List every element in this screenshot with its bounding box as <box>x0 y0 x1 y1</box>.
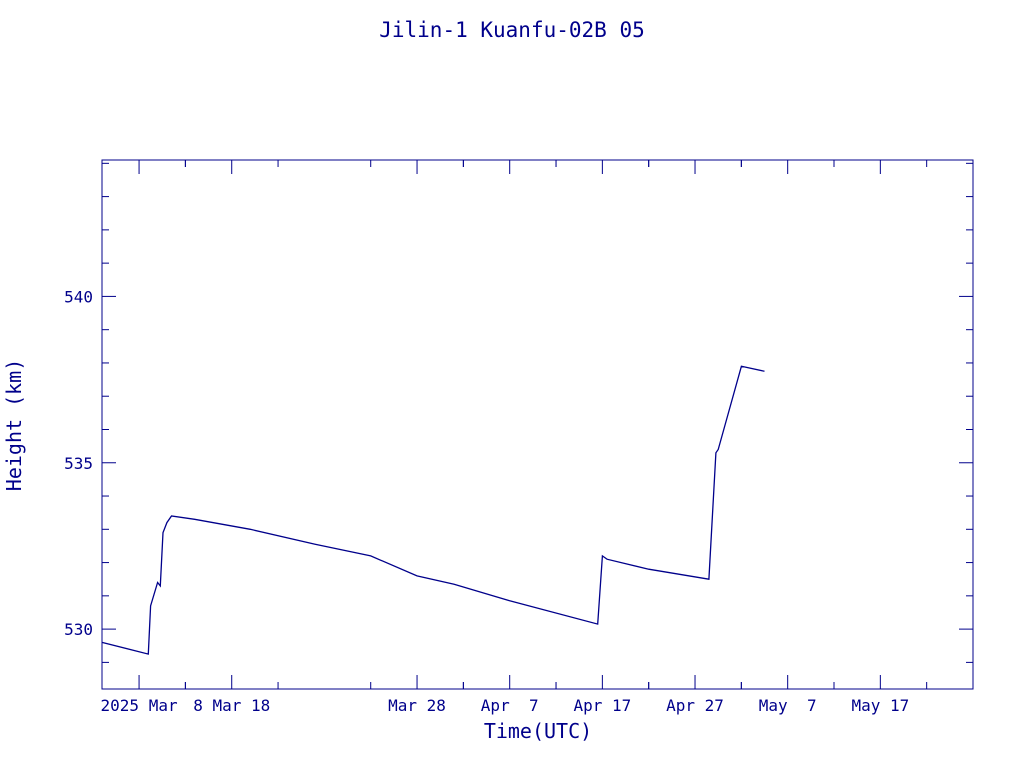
chart-title: Jilin-1 Kuanfu-02B 05 <box>379 18 645 42</box>
y-axis-label: Height (km) <box>2 359 26 491</box>
x-axis-label: Time(UTC) <box>484 719 592 743</box>
y-tick-label: 530 <box>64 620 93 639</box>
x-tick-label: Mar 28 <box>388 696 446 715</box>
x-tick-label: 8 Mar 18 <box>193 696 270 715</box>
x-tick-label: May 17 <box>851 696 909 715</box>
x-tick-label: Apr 7 <box>481 696 539 715</box>
y-tick-label: 540 <box>64 287 93 306</box>
x-tick-label: Apr 17 <box>573 696 631 715</box>
plot-frame <box>101 159 974 690</box>
x-tick-labels: 2025 Mar 8 Mar 18 Mar 28 Apr 7 Apr 17 Apr 27 M… <box>101 696 910 715</box>
y-tick-label: 535 <box>64 454 93 473</box>
series-line <box>101 365 765 655</box>
x-tick-label: May 7 <box>759 696 817 715</box>
x-tick-label: 2025 Mar <box>101 696 178 715</box>
y-tick-labels: 530 535 540 <box>64 287 93 639</box>
x-tick-label: Apr 27 <box>666 696 724 715</box>
axis-ticks <box>102 160 973 689</box>
